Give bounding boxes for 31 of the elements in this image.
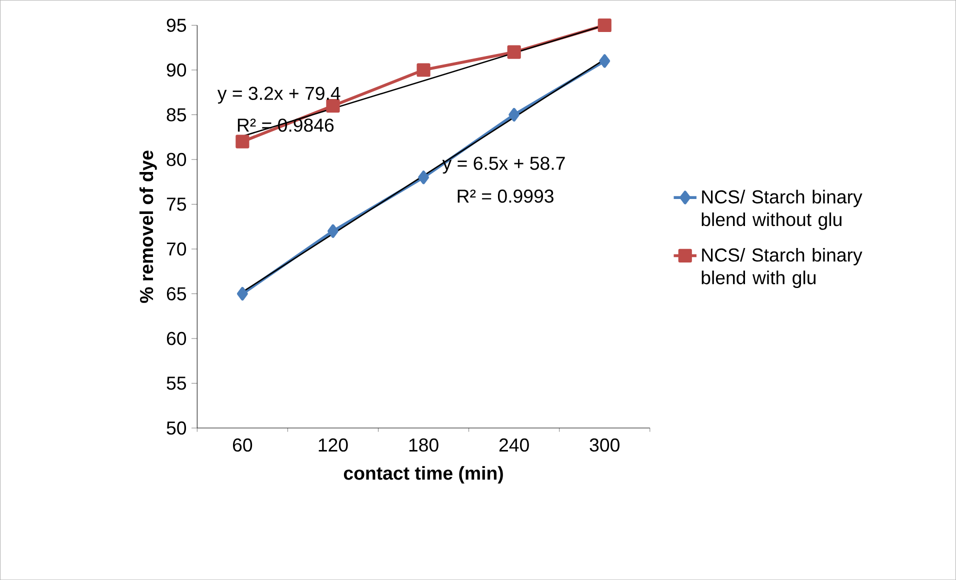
point bbox=[328, 224, 338, 238]
y-tick-label: 80 bbox=[166, 152, 186, 166]
point bbox=[236, 286, 248, 300]
y-tick-label: 95 bbox=[166, 18, 186, 32]
x-tick-label: 240 bbox=[499, 438, 529, 452]
point bbox=[236, 134, 250, 148]
annotation: R² = 0.9993 bbox=[458, 189, 554, 203]
point bbox=[598, 18, 612, 32]
annotation: y = 6.5x + 58.7 bbox=[442, 156, 565, 174]
x-tick-label: 60 bbox=[233, 438, 252, 452]
legend-label: NCS/ Starch binary blend without glu bbox=[702, 190, 862, 230]
y-tick-label: 65 bbox=[166, 287, 186, 300]
y-tick-label: 90 bbox=[166, 63, 186, 77]
point bbox=[599, 54, 610, 68]
annotation: y = 3.2x + 79.4 bbox=[217, 86, 340, 104]
point bbox=[416, 63, 430, 77]
y-tick-label: 85 bbox=[166, 108, 186, 122]
x-tick-label: 120 bbox=[318, 438, 348, 452]
y-tick-label: 50 bbox=[166, 421, 186, 435]
y-tick-label: 70 bbox=[166, 242, 186, 256]
x-tick-label: 300 bbox=[590, 438, 620, 452]
x-axis-title: contact time (min) bbox=[344, 466, 503, 484]
point bbox=[507, 45, 521, 59]
legend-label: NCS/ Starch binary blend with glu bbox=[702, 248, 862, 288]
y-tick-label: 60 bbox=[166, 332, 186, 346]
point bbox=[418, 170, 429, 184]
point bbox=[508, 108, 520, 122]
y-tick-label: 75 bbox=[166, 198, 186, 211]
x-tick-label: 180 bbox=[409, 438, 438, 452]
y-axis-title: % removel of dye bbox=[139, 150, 157, 303]
y-tick-label: 55 bbox=[166, 376, 186, 390]
